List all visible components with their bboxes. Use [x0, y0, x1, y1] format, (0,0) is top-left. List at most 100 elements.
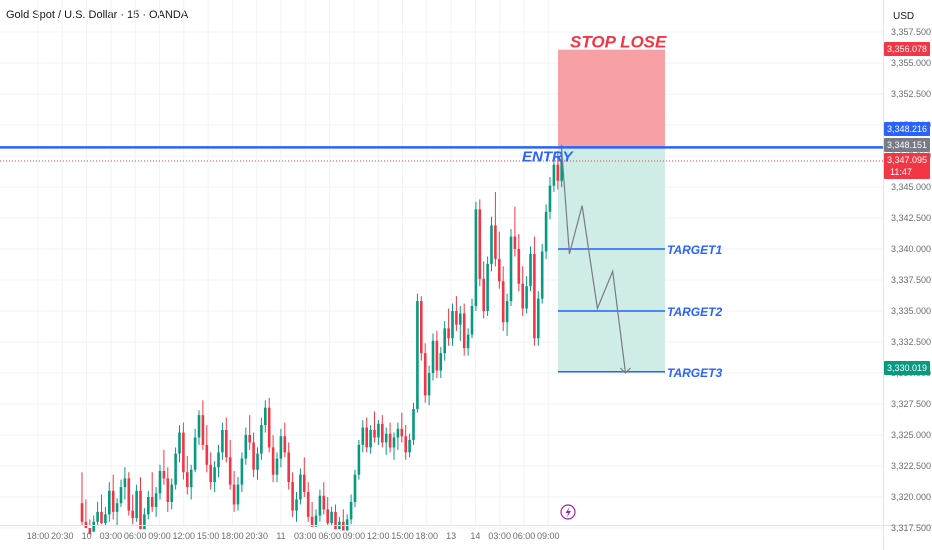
candle-body	[178, 432, 181, 454]
candle	[384, 427, 388, 455]
candle	[178, 425, 181, 463]
candle	[338, 516, 341, 530]
candle-body	[287, 452, 290, 483]
candle-body	[494, 225, 497, 259]
candle	[396, 422, 400, 450]
candle	[147, 490, 150, 520]
candle	[451, 303, 454, 346]
x-tick-label: 15:00	[391, 531, 414, 541]
candle	[322, 482, 326, 515]
annotations: TARGET1 TARGET2 TARGET3 STOP LOSE ENTRY	[522, 33, 722, 380]
grid-lines	[0, 0, 883, 529]
candle-body	[143, 514, 146, 530]
candle-body	[115, 503, 119, 512]
candle	[186, 456, 189, 495]
candle-body	[119, 487, 123, 504]
candle-body	[295, 499, 298, 511]
price-tag-label: 3,348.216	[887, 124, 927, 134]
level-lines	[0, 146, 883, 373]
candles	[80, 144, 563, 535]
x-tick-label: 03:00	[294, 531, 317, 541]
candle-body	[505, 301, 509, 323]
y-tick-label: 3,357.500	[891, 27, 931, 37]
projection-path	[561, 149, 627, 374]
candle	[213, 461, 216, 493]
candle-body	[373, 430, 376, 438]
price-tag-label: 3,330.019	[887, 363, 927, 373]
candle-body	[540, 251, 544, 299]
candle	[357, 439, 361, 480]
candle-body	[537, 298, 540, 339]
candle-body	[267, 407, 271, 448]
candle	[435, 330, 439, 378]
candle-body	[260, 425, 263, 454]
candle-body	[466, 334, 470, 349]
candle	[513, 206, 517, 257]
candle	[127, 472, 131, 516]
candle	[459, 306, 462, 341]
candle	[236, 477, 240, 511]
candle-body	[310, 516, 314, 527]
x-tick-label: 09:00	[148, 531, 171, 541]
candle	[182, 422, 185, 480]
candle	[365, 417, 368, 453]
candle-body	[498, 258, 501, 282]
currency-label[interactable]: USD	[893, 11, 915, 22]
candle-body	[221, 430, 224, 453]
candle	[443, 320, 446, 361]
candle	[154, 487, 158, 517]
price-tag-label: 3,356.078	[887, 44, 927, 54]
candle	[342, 509, 345, 531]
candle-body	[84, 521, 88, 528]
candle	[345, 514, 349, 531]
price-tag-bg	[884, 122, 930, 136]
candle	[217, 444, 220, 478]
candle-body	[404, 436, 407, 453]
candle	[150, 472, 154, 512]
candle	[552, 157, 556, 192]
y-tick-label: 3,327.500	[891, 399, 931, 409]
time-axis-ticks: 18:00 20:30 10 03:00 06:00 09:00 12:00 15:00 18:…	[27, 531, 560, 541]
candle	[439, 346, 443, 378]
candle-body	[459, 313, 462, 325]
candle	[119, 479, 123, 507]
candle	[490, 216, 493, 272]
candle-body	[416, 301, 419, 409]
x-tick-label: 09:00	[537, 531, 560, 541]
candle	[193, 428, 197, 473]
candle-body	[439, 353, 443, 371]
candle-body	[318, 495, 322, 516]
candle-body	[166, 478, 170, 502]
x-tick-label: 06:00	[513, 531, 536, 541]
candle	[135, 484, 138, 522]
candle-body	[131, 510, 134, 519]
target-label: TARGET3	[667, 366, 722, 380]
candle	[494, 191, 497, 267]
candle-body	[482, 278, 485, 311]
candle	[334, 504, 337, 530]
x-tick-label: 20:30	[245, 531, 268, 541]
candle	[470, 298, 474, 339]
candle-body	[244, 435, 248, 459]
y-tick-label: 3,340.000	[891, 244, 931, 254]
candle	[115, 498, 119, 525]
candle-body	[525, 286, 528, 309]
x-tick-label: 03:00	[100, 531, 123, 541]
candle-body	[529, 253, 532, 287]
candle-body	[228, 457, 232, 485]
candle-body	[236, 484, 240, 505]
candle	[505, 293, 509, 336]
candle	[275, 452, 279, 483]
x-tick-label: 09:00	[343, 531, 366, 541]
candle-body	[96, 511, 99, 522]
candle-body	[186, 472, 189, 488]
candle	[427, 365, 431, 406]
candle	[525, 276, 528, 314]
event-marker-icon[interactable]	[560, 504, 576, 520]
events[interactable]	[560, 504, 576, 520]
candle-body	[240, 458, 244, 485]
candle	[209, 452, 212, 490]
